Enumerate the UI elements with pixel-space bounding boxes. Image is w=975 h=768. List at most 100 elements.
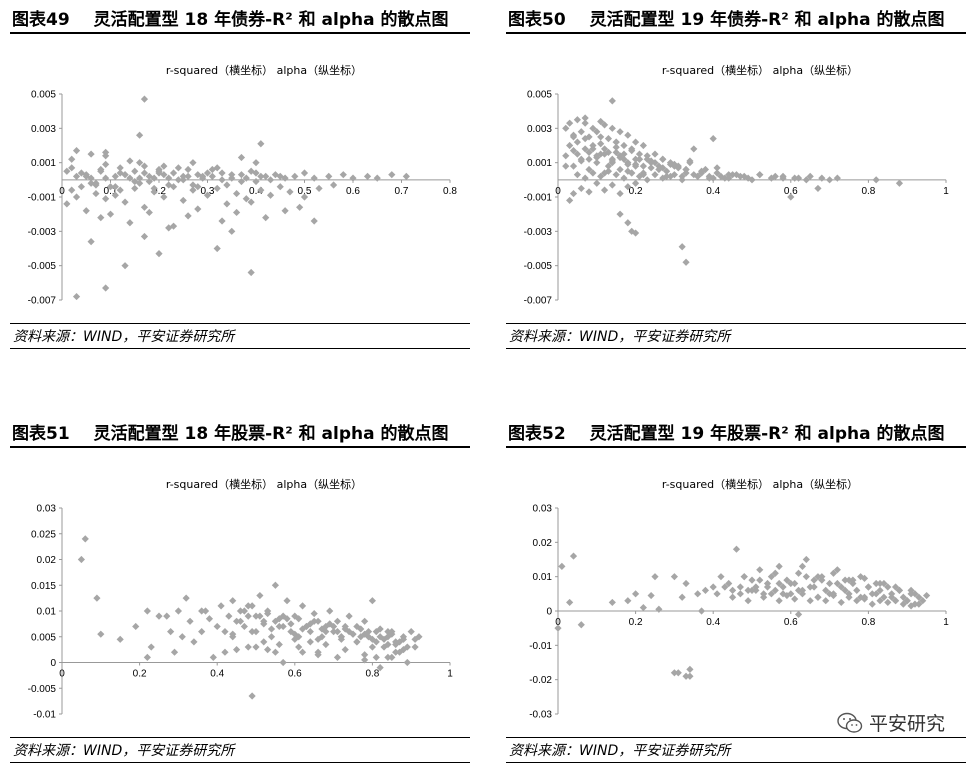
data-point xyxy=(63,167,71,175)
data-point xyxy=(97,630,105,638)
data-point xyxy=(604,162,613,170)
data-point xyxy=(77,183,85,191)
y-tick-label: 0.025 xyxy=(31,529,56,540)
data-point xyxy=(237,153,246,162)
data-point xyxy=(600,121,609,129)
data-point xyxy=(701,165,710,174)
x-tick-label: 0 xyxy=(59,186,65,197)
data-point xyxy=(767,590,775,598)
data-point xyxy=(775,579,783,588)
data-point xyxy=(690,145,698,153)
data-point xyxy=(740,573,748,581)
data-point xyxy=(864,583,872,591)
data-point xyxy=(257,140,265,148)
data-point xyxy=(264,646,272,654)
data-point xyxy=(826,176,834,184)
x-tick-label: 1 xyxy=(943,186,949,197)
y-tick-label: -0.007 xyxy=(524,296,553,307)
data-point xyxy=(368,597,376,605)
data-point xyxy=(876,579,884,588)
data-point xyxy=(236,617,245,625)
x-tick-label: 1 xyxy=(447,669,453,680)
data-point xyxy=(126,174,134,182)
y-tick-label: -0.02 xyxy=(529,675,552,686)
data-point xyxy=(771,586,779,594)
data-point xyxy=(143,607,151,615)
data-point xyxy=(150,174,158,182)
data-point xyxy=(174,176,182,184)
data-point xyxy=(178,633,186,641)
y-tick-label: 0.02 xyxy=(533,538,553,549)
data-point xyxy=(674,669,682,677)
data-point xyxy=(884,583,892,591)
data-point xyxy=(647,159,655,167)
figure-title: 灵活配置型 19 年股票-R² 和 alpha 的散点图 xyxy=(589,424,945,444)
data-point xyxy=(639,141,647,150)
data-point xyxy=(709,135,717,143)
data-point xyxy=(266,176,275,184)
y-tick-label: 0.03 xyxy=(37,504,57,515)
data-point xyxy=(697,607,706,615)
data-point xyxy=(97,214,105,222)
x-tick-label: 0.4 xyxy=(210,669,224,680)
data-point xyxy=(271,171,279,179)
data-point xyxy=(837,583,845,591)
data-point xyxy=(659,155,667,163)
data-point xyxy=(267,625,276,633)
data-point xyxy=(376,664,384,672)
data-point xyxy=(577,184,585,193)
data-point xyxy=(794,610,803,619)
data-point xyxy=(558,562,566,570)
data-point xyxy=(857,593,865,601)
data-point xyxy=(791,595,799,603)
data-point xyxy=(233,617,241,625)
data-point xyxy=(810,576,818,584)
data-point xyxy=(63,200,71,208)
figure-heading: 图表52 灵活配置型 19 年股票-R² 和 alpha 的散点图 xyxy=(506,422,966,448)
data-point xyxy=(233,208,241,217)
data-point xyxy=(252,628,260,636)
data-point xyxy=(333,617,342,625)
data-point xyxy=(136,131,144,139)
data-point xyxy=(787,579,795,588)
data-point xyxy=(659,164,667,172)
data-point xyxy=(740,172,748,180)
data-point xyxy=(140,232,149,241)
data-point xyxy=(372,628,380,636)
data-point xyxy=(604,167,613,175)
data-point xyxy=(663,172,671,180)
data-point xyxy=(376,625,384,633)
data-point xyxy=(201,607,210,615)
data-point xyxy=(593,159,601,167)
data-point xyxy=(315,184,323,193)
y-tick-label: 0.01 xyxy=(533,572,553,583)
data-point xyxy=(597,172,605,180)
data-point xyxy=(608,97,616,105)
data-point xyxy=(306,638,314,646)
y-tick-label: 0.003 xyxy=(31,124,56,135)
x-tick-label: 0.6 xyxy=(288,669,302,680)
data-point xyxy=(826,590,834,598)
data-point xyxy=(791,579,799,588)
y-tick-label: 0.01 xyxy=(37,607,57,618)
data-point xyxy=(174,607,182,615)
data-point xyxy=(907,602,915,610)
data-point xyxy=(756,566,764,574)
data-point xyxy=(213,622,221,631)
source-note: 资料来源：WIND，平安证券研究所 xyxy=(10,737,470,763)
wechat-icon xyxy=(837,712,863,734)
data-point xyxy=(102,174,110,182)
data-point xyxy=(264,609,272,618)
data-point xyxy=(237,171,246,179)
data-point xyxy=(275,622,283,631)
chart-title: r-squared（横坐标） alpha（纵坐标） xyxy=(662,63,858,77)
data-point xyxy=(102,148,110,156)
data-point xyxy=(620,174,628,182)
data-point xyxy=(415,633,423,641)
data-point xyxy=(566,598,574,607)
data-point xyxy=(794,174,803,182)
figure-panel-49: 图表49 灵活配置型 18 年债券-R² 和 alpha 的散点图 r-squa… xyxy=(10,8,470,349)
data-point xyxy=(252,169,260,177)
y-tick-label: 0.005 xyxy=(31,632,56,643)
data-point xyxy=(884,598,892,607)
